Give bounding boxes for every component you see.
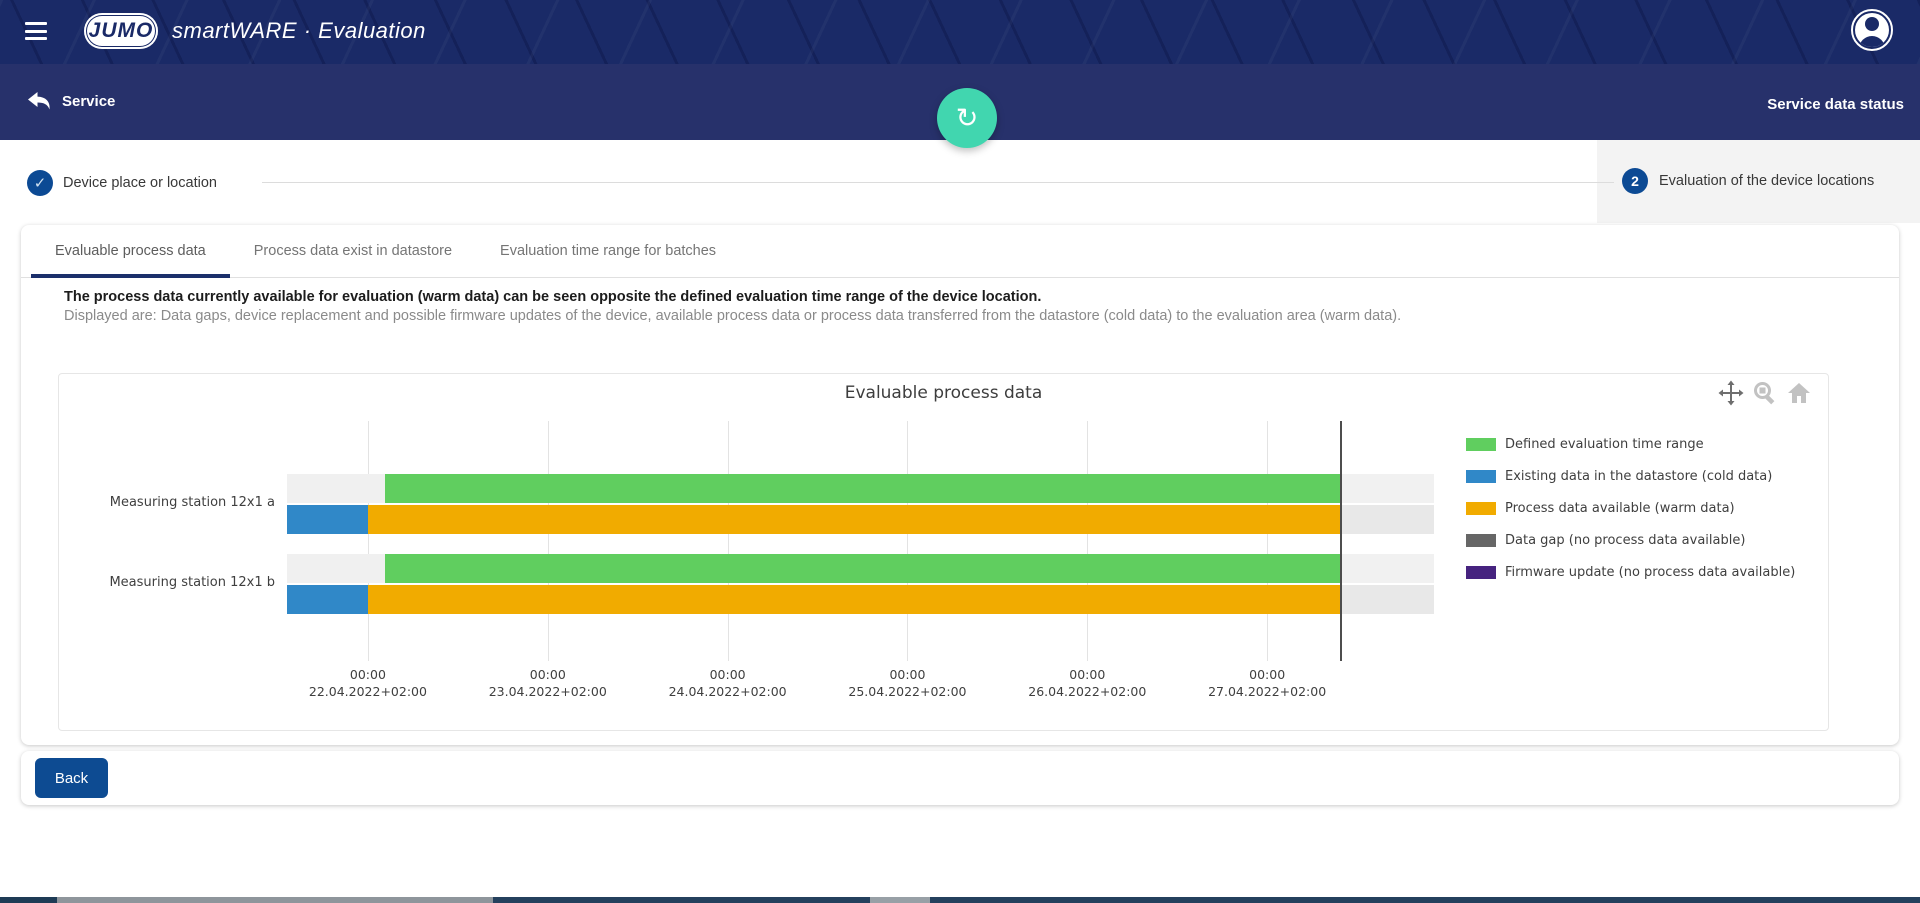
user-icon: [1855, 13, 1889, 47]
legend-label: Firmware update (no process data availab…: [1505, 564, 1796, 580]
service-data-status-label: Service data status: [1767, 96, 1904, 113]
bar-segment: [287, 554, 385, 583]
bar-segment: [1340, 554, 1435, 583]
footer-strip: [0, 897, 1920, 903]
chart-panel: Evaluable process data: [58, 373, 1829, 731]
back-button[interactable]: Back: [35, 758, 108, 798]
hamburger-menu-button[interactable]: [25, 22, 47, 42]
x-gridline: [727, 421, 729, 661]
legend-label: Defined evaluation time range: [1505, 436, 1704, 452]
refresh-button[interactable]: ↻: [937, 88, 997, 148]
bar-segment: [287, 474, 385, 503]
legend-swatch: [1466, 533, 1496, 547]
bar-segment: [1340, 585, 1435, 614]
bar-segment: [367, 505, 1341, 534]
pan-icon[interactable]: [1716, 379, 1746, 407]
stepper-connector: [262, 182, 1614, 183]
footer-strip-segment: [493, 897, 870, 903]
jumo-logo: JUMO: [84, 13, 158, 49]
step2-number-circle: 2: [1622, 168, 1648, 194]
legend-label: Existing data in the datastore (cold dat…: [1505, 468, 1773, 484]
back-arrow-icon: [28, 92, 50, 110]
user-avatar-button[interactable]: [1851, 9, 1893, 51]
tab-process-data-exist-in-datastore[interactable]: Process data exist in datastore: [230, 225, 476, 277]
x-gridline: [1267, 421, 1269, 661]
y-axis-category-label: Measuring station 12x1 b: [109, 575, 275, 590]
description: The process data currently available for…: [64, 288, 1764, 326]
tab-evaluable-process-data[interactable]: Evaluable process data: [31, 225, 230, 278]
x-axis-tick-label: 00:00 25.04.2022+02:00: [848, 667, 967, 699]
product-name: smartWARE · Evaluation: [172, 18, 426, 43]
x-gridline: [1087, 421, 1089, 661]
footer-strip-segment: [0, 897, 57, 903]
service-label: Service: [62, 92, 116, 110]
bar-segment: [287, 585, 368, 614]
footer-strip-segment: [930, 897, 1920, 903]
footer-strip-segment: [57, 897, 493, 903]
y-axis-category-label: Measuring station 12x1 a: [109, 495, 275, 510]
legend-label: Process data available (warm data): [1505, 500, 1735, 516]
legend-swatch: [1466, 565, 1496, 579]
legend-item[interactable]: Existing data in the datastore (cold dat…: [1466, 466, 1772, 486]
step1-label: Device place or location: [63, 175, 217, 191]
legend-label: Data gap (no process data available): [1505, 532, 1746, 548]
bar-segment: [1340, 474, 1435, 503]
refresh-icon: ↻: [955, 103, 979, 133]
legend-swatch: [1466, 437, 1496, 451]
legend-swatch: [1466, 501, 1496, 515]
legend-item[interactable]: Firmware update (no process data availab…: [1466, 562, 1795, 582]
x-axis-tick-label: 00:00 22.04.2022+02:00: [308, 667, 427, 699]
legend-item[interactable]: Defined evaluation time range: [1466, 434, 1704, 454]
x-axis-tick-label: 00:00 27.04.2022+02:00: [1208, 667, 1327, 699]
x-gridline: [907, 421, 909, 661]
bar-segment: [287, 505, 368, 534]
bar-segment: [367, 585, 1341, 614]
legend-item[interactable]: Data gap (no process data available): [1466, 530, 1745, 550]
bar-segment: [385, 474, 1341, 503]
brand: JUMO smartWARE · Evaluation: [84, 13, 426, 49]
tab-bar: Evaluable process data Process data exis…: [21, 225, 1899, 278]
hamburger-icon: [25, 22, 47, 25]
footer-strip-segment: [870, 897, 930, 903]
step2-label: Evaluation of the device locations: [1659, 173, 1875, 189]
bar-segment: [1340, 505, 1435, 534]
bottom-action-bar: Back: [21, 751, 1899, 805]
x-axis-tick-label: 00:00 24.04.2022+02:00: [668, 667, 787, 699]
description-normal: Displayed are: Data gaps, device replace…: [64, 308, 1402, 324]
x-axis-tick-label: 00:00 26.04.2022+02:00: [1028, 667, 1147, 699]
zoom-box-icon[interactable]: [1750, 379, 1780, 407]
description-bold: The process data currently available for…: [64, 289, 1042, 305]
step1-check-circle[interactable]: ✓: [27, 170, 53, 196]
legend-swatch: [1466, 469, 1496, 483]
tab-evaluation-time-range-for-batches[interactable]: Evaluation time range for batches: [476, 225, 740, 277]
x-gridline: [367, 421, 369, 661]
chart-modebar: [1716, 379, 1814, 407]
service-back-link[interactable]: Service: [28, 92, 115, 110]
chart-title: Evaluable process data: [844, 383, 1043, 403]
x-gridline: [547, 421, 549, 661]
step2-background: [1597, 140, 1920, 223]
check-icon: ✓: [33, 175, 47, 192]
current-time-marker-line: [1339, 421, 1342, 661]
legend-item[interactable]: Process data available (warm data): [1466, 498, 1735, 518]
app-bar: JUMO smartWARE · Evaluation: [0, 0, 1920, 64]
x-axis-tick-label: 00:00 23.04.2022+02:00: [488, 667, 607, 699]
bar-segment: [385, 554, 1341, 583]
home-icon[interactable]: [1784, 379, 1814, 407]
evaluation-card: Evaluable process data Process data exis…: [21, 225, 1899, 745]
